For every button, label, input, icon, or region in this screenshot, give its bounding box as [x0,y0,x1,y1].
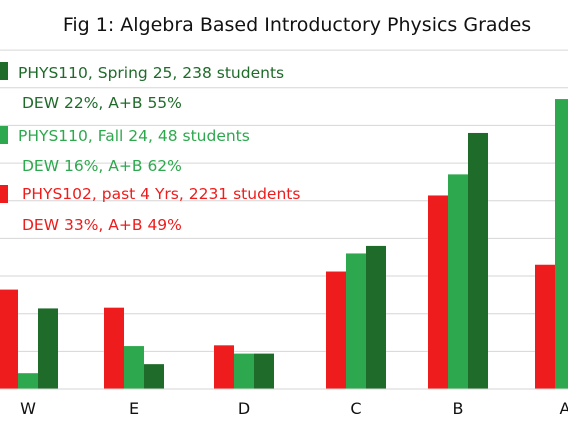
x-tick-label-d: D [238,399,250,418]
legend-entry-fall-24: PHYS110, Fall 24, 48 students DEW 16%, A… [0,126,250,175]
bar-c-series-2 [366,245,386,389]
bar-b-series-2 [468,132,488,390]
bar-e-series-2 [144,364,164,389]
legend-swatch-fall-24 [0,126,8,144]
bar-w-series-1 [18,373,38,389]
legend-entry-spring-25: PHYS110, Spring 25, 238 students DEW 22%… [0,62,284,112]
bar-w-series-2 [38,308,58,389]
bar-b-series-1 [448,174,468,389]
legend-entry-phys102: PHYS102, past 4 Yrs, 2231 students DEW 3… [0,185,300,234]
legend-label-phys102: PHYS102, past 4 Yrs, 2231 students [22,185,300,203]
bar-e-series-0 [104,307,124,389]
bar-c-series-1 [346,253,366,389]
bar-d-series-2 [254,353,274,389]
legend-swatch-spring-25 [0,62,8,80]
bars [0,99,568,390]
bar-d-series-1 [234,353,254,389]
legend-stats-fall-24: DEW 16%, A+B 62% [22,157,182,175]
bar-d-series-0 [214,345,234,389]
bar-b-series-0 [428,195,448,389]
x-tick-label-w: W [20,399,36,418]
bar-a-series-0 [535,264,555,389]
legend-stats-spring-25: DEW 22%, A+B 55% [22,94,182,112]
legend-swatch-phys102 [0,185,8,203]
x-tick-label-b: B [453,399,464,418]
bar-e-series-1 [124,346,144,389]
bar-a-series-1 [555,99,568,390]
legend-label-spring-25: PHYS110, Spring 25, 238 students [18,64,284,82]
gridlines [0,49,568,352]
legend-stats-phys102: DEW 33%, A+B 49% [22,216,182,234]
x-tick-label-a: A [560,399,568,418]
x-tick-label-c: C [350,399,361,418]
bar-c-series-0 [326,271,346,389]
bar-w-series-0 [0,289,18,389]
x-tick-label-e: E [129,399,139,418]
legend-label-fall-24: PHYS110, Fall 24, 48 students [18,127,250,145]
legend: PHYS110, Spring 25, 238 students DEW 22%… [0,62,300,234]
chart-title: Fig 1: Algebra Based Introductory Physic… [63,14,531,36]
